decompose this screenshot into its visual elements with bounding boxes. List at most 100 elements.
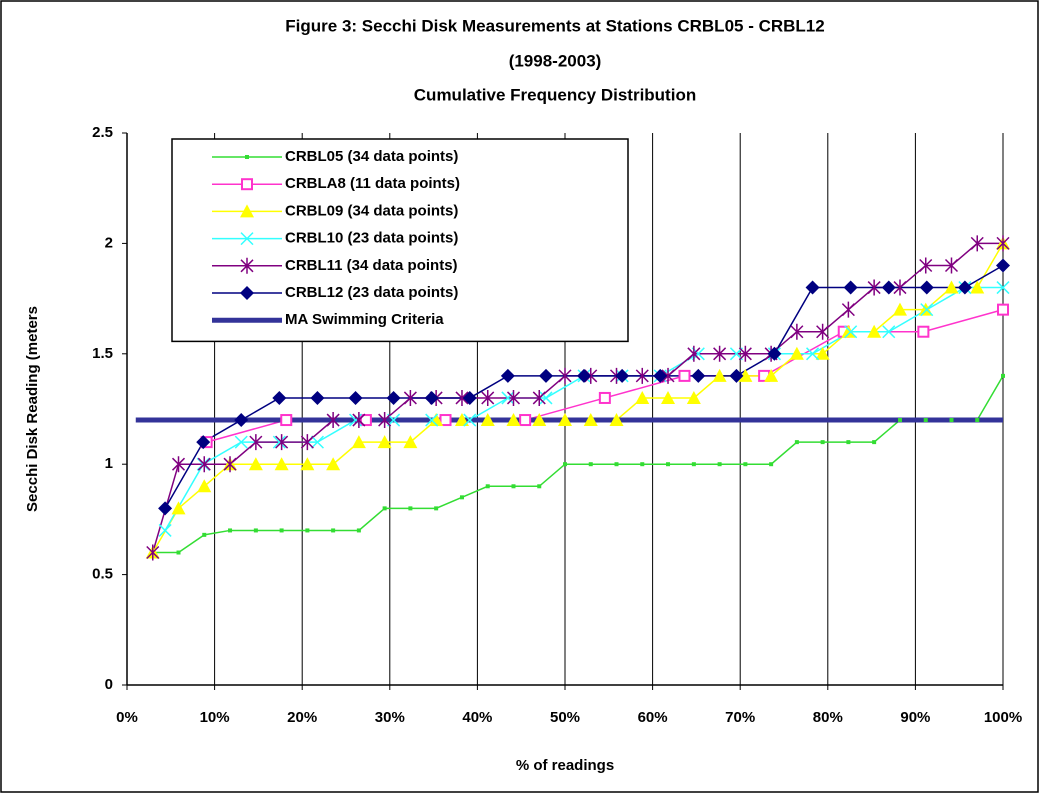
data-point <box>326 412 340 429</box>
data-point <box>228 528 233 533</box>
data-point <box>480 413 495 427</box>
data-point <box>635 390 650 404</box>
data-point <box>844 325 858 339</box>
data-point <box>944 280 959 294</box>
data-point <box>403 389 417 406</box>
data-point <box>996 281 1010 295</box>
series-line <box>152 375 1004 554</box>
data-point <box>917 325 930 338</box>
x-tick-label: 90% <box>900 709 930 726</box>
chart-title: Figure 3: Secchi Disk Measurements at St… <box>285 16 824 35</box>
y-tick-label: 1.5 <box>92 345 113 362</box>
data-point <box>403 435 418 449</box>
data-point <box>996 235 1010 252</box>
data-point <box>893 279 907 296</box>
data-point <box>872 440 877 445</box>
data-point <box>738 368 753 382</box>
data-point <box>816 323 830 340</box>
data-point <box>635 367 649 384</box>
data-point <box>717 462 722 467</box>
x-tick-label: 50% <box>550 709 580 726</box>
legend-marker <box>240 232 254 246</box>
legend-marker <box>240 257 254 274</box>
data-point <box>171 501 186 515</box>
data-point <box>609 413 624 427</box>
data-point <box>598 391 611 404</box>
data-point <box>767 346 782 361</box>
x-tick-label: 20% <box>287 709 317 726</box>
data-point <box>661 390 676 404</box>
data-point <box>769 462 774 467</box>
data-point <box>171 456 186 473</box>
data-point <box>272 435 286 449</box>
data-point <box>919 257 933 274</box>
data-point <box>331 528 336 533</box>
x-tick-label: 80% <box>813 709 843 726</box>
legend-marker <box>241 178 253 191</box>
data-point <box>841 301 855 318</box>
legend-label: CRBL12 (23 data points) <box>285 284 458 301</box>
data-point <box>957 280 972 295</box>
data-point <box>310 390 325 405</box>
data-point <box>463 413 477 427</box>
data-point <box>687 345 701 362</box>
x-tick-label: 70% <box>725 709 755 726</box>
data-point <box>351 435 366 449</box>
data-point <box>588 462 593 467</box>
data-point <box>500 368 515 383</box>
data-point <box>537 484 542 489</box>
data-point <box>300 457 315 471</box>
legend-label: CRBL09 (34 data points) <box>285 202 458 219</box>
data-point <box>558 367 572 384</box>
data-point <box>764 368 779 382</box>
data-point <box>970 280 985 294</box>
data-point <box>158 523 172 537</box>
data-point <box>678 369 691 382</box>
data-point <box>197 479 212 493</box>
data-point <box>790 323 804 340</box>
data-point <box>794 440 799 445</box>
data-point <box>563 462 567 467</box>
data-point <box>846 440 851 445</box>
x-tick-label: 10% <box>200 709 230 726</box>
legend-marker <box>245 155 249 159</box>
y-tick-label: 2.5 <box>92 124 113 141</box>
data-point <box>253 528 258 533</box>
data-point <box>538 368 553 383</box>
data-point <box>532 413 547 427</box>
data-point <box>653 368 668 383</box>
data-point <box>272 390 287 405</box>
data-point <box>640 462 645 467</box>
data-point <box>867 279 881 296</box>
data-point <box>485 484 490 489</box>
data-point <box>583 413 598 427</box>
data-point <box>805 280 820 295</box>
data-point <box>439 414 452 427</box>
data-point <box>424 390 439 405</box>
y-tick-label: 0.5 <box>92 566 113 583</box>
data-point <box>881 280 896 295</box>
data-point <box>223 456 237 473</box>
chart-title: Cumulative Frequency Distribution <box>414 85 696 104</box>
data-point <box>434 506 439 511</box>
data-point <box>919 280 934 295</box>
data-point <box>455 389 469 406</box>
chart-title: (1998-2003) <box>509 51 602 70</box>
data-point <box>789 346 804 360</box>
data-point <box>408 506 413 511</box>
legend-marker <box>240 286 254 300</box>
data-point <box>806 347 820 361</box>
data-point <box>820 440 825 445</box>
legend-label: MA Swimming Criteria <box>285 311 444 328</box>
data-point <box>539 391 553 405</box>
data-point <box>459 495 464 500</box>
data-point <box>425 413 439 427</box>
data-point <box>462 390 477 405</box>
x-tick-label: 40% <box>462 709 492 726</box>
legend-label: CRBL11 (34 data points) <box>285 257 458 274</box>
y-axis-title: Secchi Disk Reading (meters <box>24 306 41 512</box>
data-point <box>481 389 495 406</box>
data-point <box>729 368 744 383</box>
x-tick-label: 100% <box>984 709 1022 726</box>
